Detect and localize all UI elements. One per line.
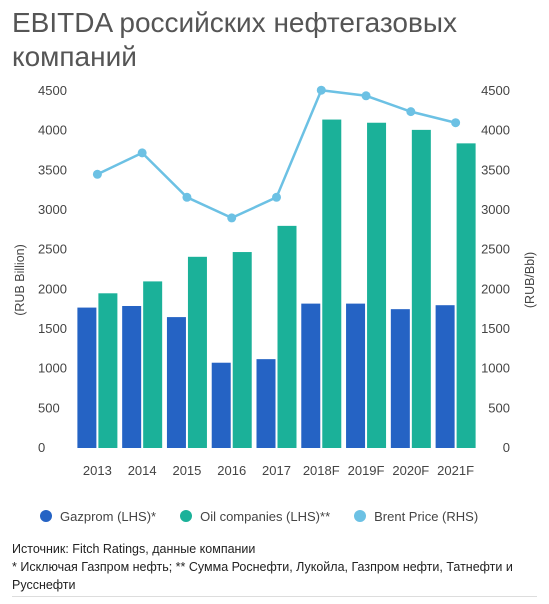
legend-item: Brent Price (RHS)	[354, 509, 478, 524]
bar-oil-companies	[367, 122, 387, 448]
y-axis-title-left: (RUB Billion)	[13, 244, 27, 316]
brent-price-point	[227, 213, 237, 223]
bar-gazprom	[166, 317, 186, 448]
bar-oil-companies	[277, 225, 297, 448]
legend-item: Oil companies (LHS)**	[180, 509, 330, 524]
bar-oil-companies	[322, 119, 342, 448]
brent-price-point	[272, 192, 281, 202]
bar-oil-companies	[187, 256, 207, 448]
footer-divider	[12, 596, 537, 597]
brent-price-point	[451, 118, 461, 128]
y-tick-right: 3000	[481, 202, 510, 217]
y-tick-left: 1500	[38, 321, 67, 336]
y-tick-left: 3500	[38, 162, 67, 177]
brent-price-point	[92, 169, 102, 179]
bar-gazprom	[301, 303, 321, 448]
y-tick-right: 2500	[481, 242, 510, 257]
brent-price-point	[361, 91, 371, 101]
y-tick-right: 0	[503, 440, 510, 455]
bar-gazprom	[256, 359, 276, 448]
bar-gazprom	[77, 307, 97, 448]
x-tick-label: 2018F	[303, 463, 340, 478]
x-tick-label: 2014	[128, 463, 157, 478]
x-tick-label: 2021F	[437, 463, 474, 478]
y-tick-right: 1000	[481, 361, 510, 376]
y-tick-left: 500	[38, 400, 60, 415]
bar-gazprom	[122, 305, 142, 448]
x-tick-label: 2015	[172, 463, 201, 478]
y-tick-left: 2000	[38, 281, 67, 296]
y-tick-right: 2000	[481, 281, 510, 296]
bar-oil-companies	[456, 143, 476, 449]
brent-price-point	[182, 192, 192, 202]
brent-price-point	[316, 85, 326, 95]
brent-price-point	[137, 148, 147, 158]
footnote: * Исключая Газпром нефть; ** Сумма Росне…	[12, 560, 513, 592]
bar-oil-companies	[232, 252, 252, 448]
x-tick-label: 2013	[83, 463, 112, 478]
y-tick-left: 0	[38, 440, 45, 455]
y-tick-right: 4000	[481, 123, 510, 138]
legend-swatch	[40, 510, 52, 522]
bar-gazprom	[211, 362, 231, 448]
legend-swatch	[354, 510, 367, 522]
y-tick-right: 1500	[481, 321, 510, 336]
chart-footer: Источник: Fitch Ratings, данные компании…	[12, 540, 537, 594]
y-tick-left: 4000	[38, 123, 67, 138]
brent-price-point	[406, 107, 416, 117]
y-tick-right: 3500	[481, 162, 510, 177]
bar-oil-companies	[143, 281, 163, 448]
bar-oil-companies	[411, 129, 431, 448]
legend-item: Gazprom (LHS)*	[40, 509, 156, 524]
y-axis-title-right: (RUB/Bbl)	[523, 252, 537, 308]
chart-canvas: 0 500 1000 1500 2000 2500 3000 3500 4000 4500 0 500…	[13, 83, 537, 478]
x-tick-label: 2017	[262, 463, 291, 478]
legend-label: Brent Price (RHS)	[374, 508, 479, 524]
y-tick-right: 500	[488, 400, 510, 415]
y-tick-left: 1000	[38, 361, 67, 376]
legend-swatch	[180, 510, 193, 522]
x-tick-label: 2019F	[348, 463, 385, 478]
bar-gazprom	[346, 303, 366, 448]
legend-label: Oil companies (LHS)**	[200, 508, 331, 524]
chart-legend: Gazprom (LHS)* Oil companies (LHS)** Brent…	[40, 506, 530, 526]
chart-title: EBITDA российских нефтегазовых компаний	[12, 7, 457, 72]
y-tick-right: 4500	[481, 83, 510, 98]
x-tick-label: 2016	[217, 463, 246, 478]
y-tick-left: 3000	[38, 202, 67, 217]
bar-gazprom	[390, 309, 410, 448]
source-note: Источник: Fitch Ratings, данные компании	[12, 542, 256, 556]
y-tick-left: 4500	[38, 83, 67, 98]
bar-gazprom	[435, 305, 455, 448]
x-tick-label: 2020F	[392, 463, 429, 478]
legend-label: Gazprom (LHS)*	[60, 508, 157, 524]
bar-oil-companies	[98, 293, 118, 448]
y-tick-left: 2500	[38, 242, 67, 257]
